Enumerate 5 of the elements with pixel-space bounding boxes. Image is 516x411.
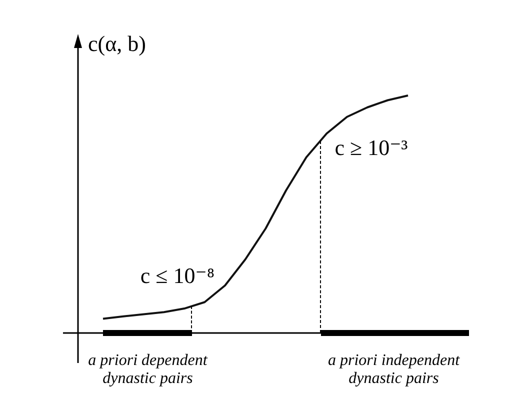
text: a priori independent dynastic pairs: [328, 352, 460, 388]
y-axis-title: c(α, b): [88, 30, 146, 56]
annotation: c ≤ 10⁻⁸: [140, 262, 215, 288]
annotation: c ≥ 10⁻³: [334, 134, 408, 160]
text: a priori dependent dynastic pairs: [88, 352, 208, 388]
